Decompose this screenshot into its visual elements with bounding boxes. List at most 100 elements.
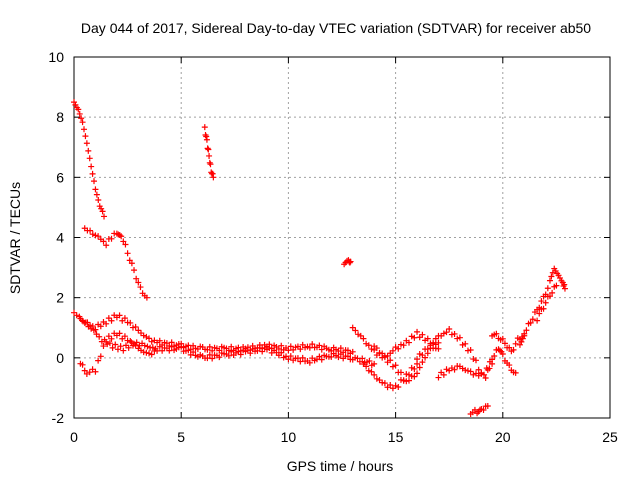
data-point: [210, 174, 217, 181]
data-point: [347, 258, 354, 265]
data-point: [96, 333, 103, 340]
data-point: [80, 318, 87, 325]
data-point: [146, 335, 153, 342]
data-point: [365, 367, 372, 374]
data-point: [512, 369, 519, 376]
x-tick-label: 10: [281, 429, 297, 445]
data-point: [359, 355, 366, 362]
data-point: [546, 293, 553, 300]
data-point: [387, 382, 394, 389]
data-point: [89, 231, 96, 238]
data-point: [97, 353, 104, 360]
data-point: [92, 232, 99, 239]
data-point: [92, 186, 99, 193]
y-tick-label: 2: [56, 290, 64, 306]
data-point: [376, 349, 383, 356]
data-point: [484, 402, 491, 409]
data-point: [297, 346, 304, 353]
data-point: [414, 370, 421, 377]
data-point: [328, 353, 335, 360]
data-point: [467, 368, 474, 375]
data-point: [316, 342, 323, 349]
data-point: [114, 346, 121, 353]
data-point: [209, 347, 216, 354]
data-point: [185, 347, 192, 354]
x-tick-label: 5: [177, 429, 185, 445]
data-point: [144, 343, 151, 350]
data-point: [448, 331, 455, 338]
data-point: [408, 364, 415, 371]
data-point: [467, 347, 474, 354]
data-point: [400, 377, 407, 384]
data-point: [337, 345, 344, 352]
data-point: [478, 370, 485, 377]
data-point: [156, 337, 163, 344]
data-point: [376, 377, 383, 384]
data-point: [79, 119, 86, 126]
data-point: [349, 348, 356, 355]
data-point: [100, 238, 107, 245]
data-point: [373, 345, 380, 352]
data-point: [446, 325, 453, 332]
data-point: [462, 367, 469, 374]
data-point: [411, 373, 418, 380]
data-point: [352, 327, 359, 334]
data-point: [389, 363, 396, 370]
data-point: [95, 357, 102, 364]
data-point: [92, 368, 99, 375]
data-point: [287, 353, 294, 360]
axis-ticks: 0 5 10 15 20 25 -2 0 2 4 6 8 10: [48, 49, 618, 445]
data-point: [124, 250, 131, 257]
data-point: [228, 348, 235, 355]
data-point: [346, 259, 353, 266]
data-point: [131, 267, 138, 274]
data-point: [381, 354, 388, 361]
data-point: [82, 133, 89, 140]
data-point: [435, 374, 442, 381]
data-point: [141, 342, 148, 349]
data-point: [275, 345, 282, 352]
data-point: [406, 371, 412, 378]
data-point: [93, 331, 100, 338]
data-point: [512, 340, 519, 347]
data-point: [549, 289, 556, 296]
data-point: [178, 343, 185, 350]
data-point: [318, 346, 325, 353]
data-point: [510, 346, 517, 353]
chart-title: Day 044 of 2017, Sidereal Day-to-day VTE…: [81, 20, 591, 36]
data-point: [127, 337, 134, 344]
data-point: [470, 371, 477, 378]
data-point: [357, 332, 364, 339]
data-point: [203, 133, 210, 140]
grid: [74, 57, 610, 418]
data-point: [499, 335, 506, 342]
data-point: [484, 366, 491, 373]
data-point: [424, 346, 431, 353]
data-point: [424, 335, 431, 342]
data-point: [309, 341, 316, 348]
data-point: [471, 406, 478, 413]
data-point: [506, 344, 513, 351]
data-point: [419, 359, 426, 366]
data-point: [411, 365, 418, 372]
data-point: [168, 343, 175, 350]
data-point: [128, 260, 135, 267]
data-point: [435, 345, 442, 352]
data-point: [109, 344, 116, 351]
data-point: [430, 340, 437, 347]
data-point: [491, 352, 498, 359]
data-point: [129, 324, 136, 331]
data-point: [87, 227, 94, 234]
data-point: [278, 342, 285, 349]
data-point: [83, 140, 90, 147]
data-point: [190, 349, 197, 356]
data-point: [411, 334, 418, 341]
data-point: [137, 284, 144, 291]
data-point: [116, 312, 123, 319]
data-point: [207, 161, 214, 168]
data-point: [480, 407, 487, 414]
data-point: [306, 359, 313, 366]
data-point: [116, 330, 123, 337]
